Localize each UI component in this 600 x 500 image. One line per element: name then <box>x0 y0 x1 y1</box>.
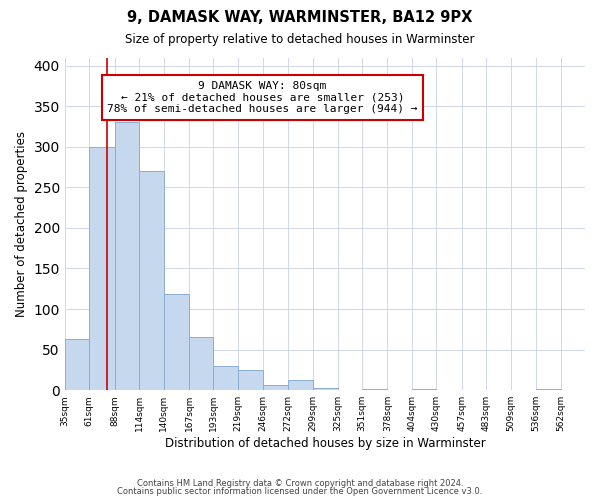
Text: Size of property relative to detached houses in Warminster: Size of property relative to detached ho… <box>125 32 475 46</box>
Bar <box>164 294 189 390</box>
Bar <box>536 388 560 390</box>
Text: Contains public sector information licensed under the Open Government Licence v3: Contains public sector information licen… <box>118 487 482 496</box>
X-axis label: Distribution of detached houses by size in Warminster: Distribution of detached houses by size … <box>164 437 485 450</box>
Bar <box>362 388 388 390</box>
Bar <box>288 380 313 390</box>
Bar <box>412 388 436 390</box>
Bar <box>115 122 139 390</box>
Bar <box>89 147 115 390</box>
Text: 9, DAMASK WAY, WARMINSTER, BA12 9PX: 9, DAMASK WAY, WARMINSTER, BA12 9PX <box>127 10 473 25</box>
Bar <box>313 388 338 390</box>
Bar <box>238 370 263 390</box>
Bar <box>214 366 238 390</box>
Bar <box>189 338 214 390</box>
Bar <box>263 384 288 390</box>
Bar <box>65 339 89 390</box>
Bar <box>139 171 164 390</box>
Text: Contains HM Land Registry data © Crown copyright and database right 2024.: Contains HM Land Registry data © Crown c… <box>137 478 463 488</box>
Y-axis label: Number of detached properties: Number of detached properties <box>15 131 28 317</box>
Text: 9 DAMASK WAY: 80sqm
← 21% of detached houses are smaller (253)
78% of semi-detac: 9 DAMASK WAY: 80sqm ← 21% of detached ho… <box>107 81 418 114</box>
